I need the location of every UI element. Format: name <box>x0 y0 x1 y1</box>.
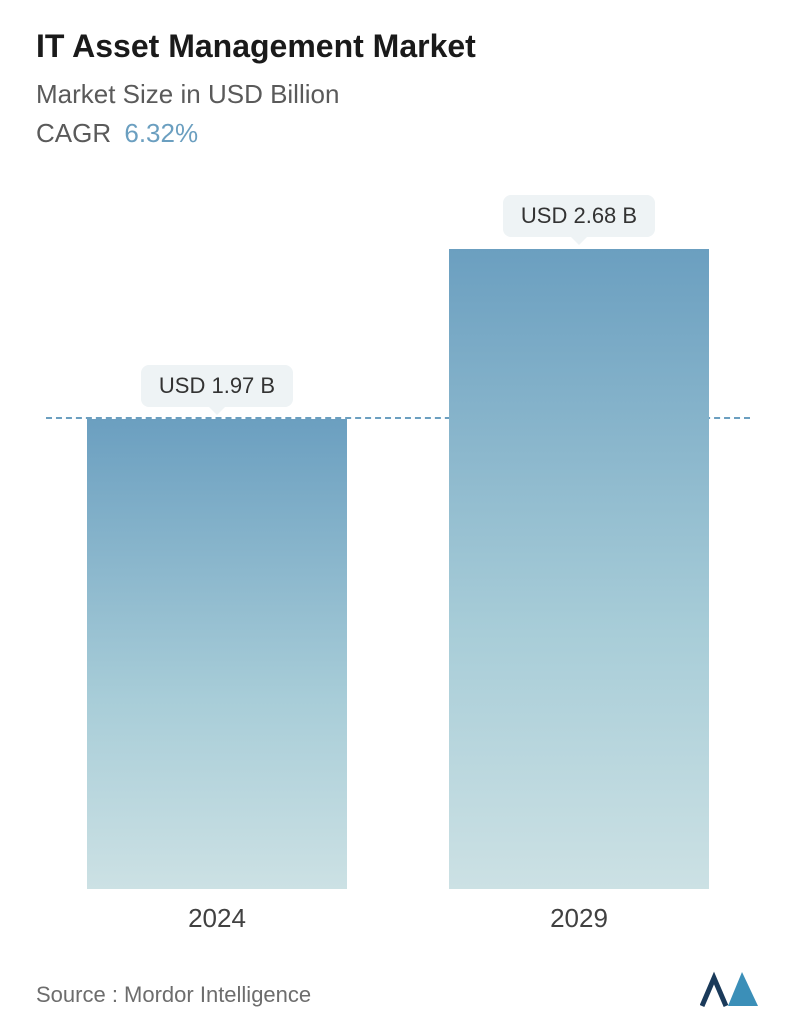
bar-group: USD 1.97 B <box>87 189 347 889</box>
bar-group: USD 2.68 B <box>449 189 709 889</box>
chart-area: USD 1.97 B USD 2.68 B <box>36 189 760 889</box>
cagr-value: 6.32% <box>124 118 198 148</box>
bars-group: USD 1.97 B USD 2.68 B <box>36 189 760 889</box>
cagr-line: CAGR 6.32% <box>36 118 760 149</box>
chart-container: IT Asset Management Market Market Size i… <box>0 0 796 1034</box>
x-axis-label: 2029 <box>449 903 709 934</box>
mordor-logo-icon <box>700 966 760 1008</box>
x-axis-labels: 2024 2029 <box>36 903 760 934</box>
bar-value-label: USD 1.97 B <box>141 365 293 407</box>
chart-subtitle: Market Size in USD Billion <box>36 79 760 110</box>
bar <box>449 249 709 889</box>
cagr-label: CAGR <box>36 118 111 148</box>
bar <box>87 419 347 889</box>
chart-title: IT Asset Management Market <box>36 28 760 65</box>
source-text: Source : Mordor Intelligence <box>36 982 311 1008</box>
bar-value-label: USD 2.68 B <box>503 195 655 237</box>
chart-footer: Source : Mordor Intelligence <box>36 966 760 1008</box>
x-axis-label: 2024 <box>87 903 347 934</box>
